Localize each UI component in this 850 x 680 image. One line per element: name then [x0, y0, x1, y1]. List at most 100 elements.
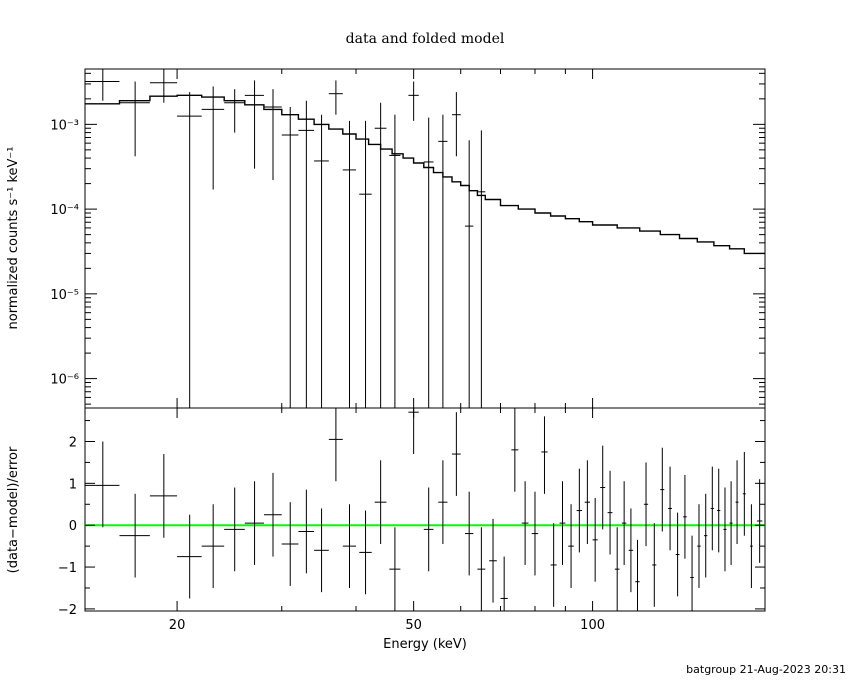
residual-point — [511, 408, 519, 492]
y-tick-label: −1 — [58, 561, 77, 576]
residual-point — [652, 523, 657, 607]
residual-point — [423, 487, 434, 572]
data-point — [423, 117, 434, 408]
data-point — [328, 80, 343, 115]
residual-point — [704, 493, 708, 578]
residual-point — [177, 514, 202, 599]
data-point — [451, 92, 461, 157]
data-point — [342, 120, 357, 408]
residual-point — [408, 408, 419, 455]
data-point — [224, 89, 245, 133]
residual-point — [675, 512, 680, 597]
residual-point — [729, 481, 733, 565]
residual-point — [314, 508, 329, 593]
bottom-panel: −2 −1 0 1 2 20 50 100 (data−model)/error Energ… — [6, 407, 766, 652]
x-tick-label: 50 — [405, 618, 422, 633]
residual-point — [568, 504, 574, 588]
residual-point — [244, 481, 264, 565]
top-axis-ticks — [85, 69, 765, 408]
data-point — [359, 120, 372, 408]
residual-point — [607, 470, 613, 555]
data-point — [298, 100, 315, 408]
residual-point — [438, 460, 448, 545]
residual-point — [614, 527, 620, 611]
residual-point — [710, 466, 714, 551]
residual-crosses — [85, 408, 763, 611]
residual-point — [683, 474, 687, 559]
residual-point — [374, 460, 387, 545]
residual-point — [389, 527, 401, 611]
residual-point — [85, 441, 120, 528]
residual-point — [559, 481, 566, 565]
data-point — [389, 114, 401, 408]
data-point — [464, 140, 474, 408]
bottom-axis-ticks — [85, 408, 765, 611]
y-tick-label: 2 — [69, 435, 77, 450]
residual-point — [119, 493, 150, 578]
residual-point — [298, 489, 315, 574]
data-point — [477, 130, 486, 408]
residual-point — [668, 466, 672, 551]
y-tick-label: 10⁻³ — [50, 118, 79, 133]
residual-point — [477, 527, 486, 611]
residual-point — [263, 472, 282, 557]
data-point — [85, 69, 120, 101]
residual-point — [224, 487, 245, 572]
data-point — [177, 92, 202, 408]
residual-point — [635, 539, 640, 611]
data-point — [149, 69, 178, 103]
data-crosses — [85, 69, 486, 408]
top-y-tick-labels: 10⁻³ 10⁻⁴ 10⁻⁵ 10⁻⁶ — [50, 118, 79, 387]
footer-stamp: batgroup 21-Aug-2023 20:31 — [686, 663, 846, 676]
residual-point — [149, 454, 178, 538]
residual-point — [742, 451, 746, 536]
residual-point — [717, 468, 721, 553]
y-tick-label: 10⁻⁵ — [50, 288, 79, 303]
residual-point — [451, 412, 461, 496]
residual-point — [735, 460, 739, 545]
bottom-panel-frame — [84, 407, 766, 612]
x-tick-label: 100 — [580, 618, 605, 633]
y-tick-label: 10⁻⁴ — [50, 203, 79, 218]
data-point — [201, 86, 225, 190]
residual-point — [592, 497, 598, 582]
top-panel-frame — [84, 68, 766, 409]
residual-point — [600, 445, 606, 530]
top-panel: 10⁻³ 10⁻⁴ 10⁻⁵ 10⁻⁶ normalized counts s⁻¹ k… — [6, 68, 766, 409]
y-tick-label: −2 — [58, 603, 77, 618]
residual-point — [584, 460, 590, 545]
y-tick-label: 0 — [69, 519, 77, 534]
residual-point — [359, 510, 372, 595]
bottom-y-axis-label: (data−model)/error — [6, 446, 21, 573]
x-tick-labels: 20 50 100 — [169, 618, 605, 633]
residual-point — [550, 523, 557, 607]
data-point — [281, 107, 299, 408]
residual-point — [690, 535, 694, 611]
data-point — [314, 114, 329, 408]
residual-point — [500, 556, 508, 611]
residual-point — [621, 481, 627, 565]
x-axis-label: Energy (keV) — [383, 637, 467, 652]
y-tick-label: 1 — [69, 477, 77, 492]
residual-point — [660, 447, 665, 532]
residual-point — [464, 491, 474, 576]
residual-point — [342, 504, 357, 588]
residual-point — [643, 462, 649, 547]
data-point — [119, 81, 150, 157]
residual-point — [628, 508, 634, 593]
residual-point — [697, 504, 701, 588]
residual-point — [521, 481, 529, 565]
model-line — [85, 94, 765, 255]
data-point — [408, 81, 419, 121]
residual-point — [576, 468, 583, 553]
residual-point — [531, 491, 539, 576]
residual-point — [489, 518, 497, 603]
y-tick-label: 10⁻⁶ — [50, 373, 79, 388]
residual-point — [756, 479, 763, 563]
data-point — [374, 102, 387, 408]
folded-model-step — [85, 94, 765, 255]
residual-point — [201, 504, 225, 588]
data-point — [244, 80, 264, 169]
data-point — [263, 89, 282, 181]
